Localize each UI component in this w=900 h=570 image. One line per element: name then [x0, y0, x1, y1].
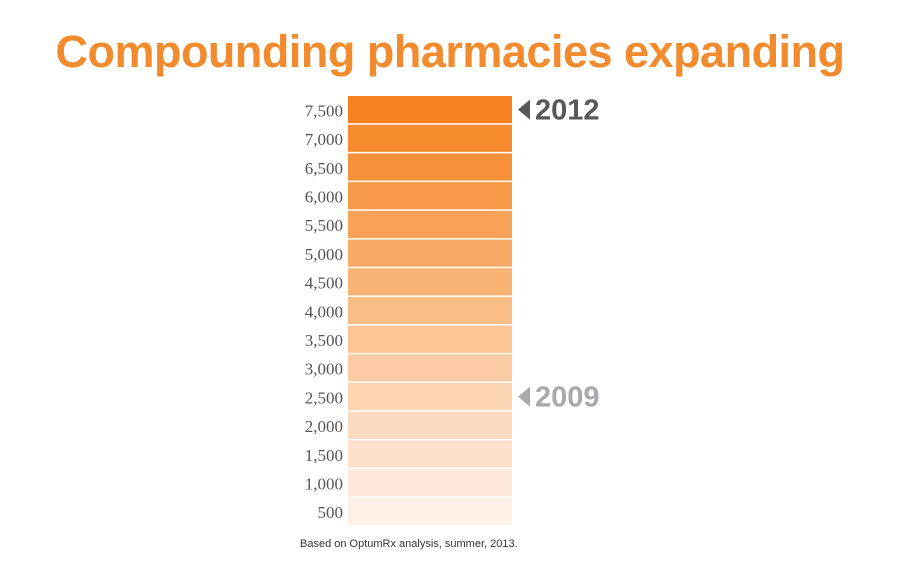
column-segment — [348, 239, 512, 267]
y-axis-tick-labels: 7,500 7,000 6,500 6,000 5,500 5,000 4,500 4,000… — [305, 101, 343, 522]
y-tick-label: 1,000 — [305, 474, 343, 493]
column-segment — [348, 96, 512, 124]
column-segment — [348, 383, 512, 411]
y-tick-label: 5,500 — [305, 216, 343, 235]
chart-title: Compounding pharmacies expanding — [55, 26, 845, 77]
column-segment — [348, 411, 512, 439]
column-segment — [348, 210, 512, 238]
column-segment — [348, 268, 512, 296]
column-segments — [348, 96, 512, 525]
marker-arrow-icon — [518, 99, 530, 120]
column-segment — [348, 325, 512, 353]
y-tick-label: 6,500 — [305, 159, 343, 178]
y-tick-label: 2,000 — [305, 417, 343, 436]
y-tick-label: 1,500 — [305, 446, 343, 465]
y-tick-label: 6,000 — [305, 187, 343, 206]
y-tick-label: 5,000 — [305, 245, 343, 264]
column-segment — [348, 153, 512, 181]
marker-year-label: 2012 — [535, 95, 600, 127]
source-note: Based on OptumRx analysis, summer, 2013. — [300, 538, 518, 550]
y-tick-label: 3,500 — [305, 331, 343, 350]
column-segment — [348, 497, 512, 525]
column-segment — [348, 296, 512, 325]
column-segment — [348, 354, 512, 382]
y-tick-label: 3,000 — [305, 360, 343, 379]
column-segment — [348, 440, 512, 468]
column-segment — [348, 182, 512, 210]
column-segment — [348, 124, 512, 152]
marker-arrow-icon — [518, 386, 530, 407]
y-tick-label: 4,000 — [305, 302, 343, 321]
y-tick-label: 7,500 — [305, 101, 343, 120]
y-tick-label: 7,000 — [305, 130, 343, 149]
y-tick-label: 4,500 — [305, 274, 343, 293]
column-segment — [348, 469, 512, 497]
y-tick-label: 500 — [318, 503, 344, 522]
marker-year-label: 2009 — [535, 382, 600, 414]
y-tick-label: 2,500 — [305, 388, 343, 407]
year-markers: 2012 2009 — [518, 95, 600, 414]
